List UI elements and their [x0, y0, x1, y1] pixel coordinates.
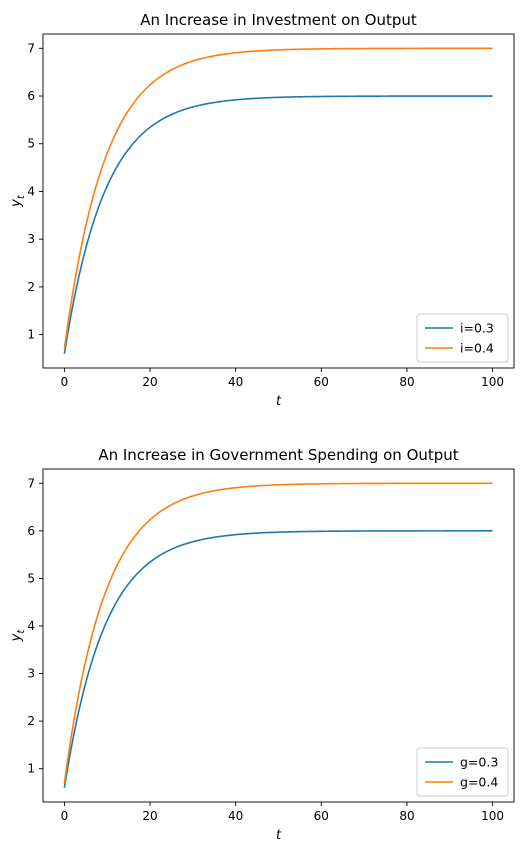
- y-tick-label: 2: [27, 280, 35, 294]
- series-lines: [63, 47, 493, 354]
- x-tick-label: 60: [314, 375, 329, 389]
- x-tick-label: 0: [61, 809, 69, 823]
- y-tick-label: 1: [27, 762, 35, 776]
- legend-entry: i=0.4: [460, 341, 494, 356]
- plot-frame: [42, 33, 515, 369]
- y-axis-label-main: y: [9, 633, 24, 642]
- series-line-1: [63, 95, 493, 354]
- series-line-2: [63, 482, 493, 784]
- series-line-1: [63, 530, 493, 788]
- x-tick-label: 100: [481, 375, 504, 389]
- y-tick-label: 4: [27, 619, 35, 633]
- x-tick-label: 20: [142, 809, 157, 823]
- x-tick-label: 80: [399, 809, 414, 823]
- y-tick-label: 3: [27, 667, 35, 681]
- legend-entry: g=0.3: [460, 755, 498, 770]
- x-axis-label: t: [276, 828, 282, 843]
- legend: g=0.3 g=0.4: [416, 747, 509, 797]
- chart-title: An Increase in Investment on Output: [140, 11, 417, 29]
- x-axis-label: t: [276, 394, 282, 409]
- x-tick-label: 40: [228, 809, 243, 823]
- x-tick-label: 40: [228, 375, 243, 389]
- series-lines: [63, 482, 493, 788]
- y-tick-label: 4: [27, 184, 35, 198]
- y-axis-label-sub: t: [16, 629, 27, 634]
- x-tick-label: 60: [314, 809, 329, 823]
- x-tick-label: 20: [142, 375, 157, 389]
- x-tick-label: 80: [399, 375, 414, 389]
- plot-frame: [42, 468, 515, 803]
- chart-title: An Increase in Government Spending on Ou…: [98, 446, 458, 464]
- series-line-2: [63, 47, 493, 350]
- y-tick-label: 5: [27, 137, 35, 151]
- x-tick-label: 0: [61, 375, 69, 389]
- legend-entry: g=0.4: [460, 775, 498, 790]
- y-tick-label: 7: [27, 41, 35, 55]
- legend-entry: i=0.3: [460, 321, 494, 336]
- y-tick-label: 6: [27, 89, 35, 103]
- y-tick-label: 7: [27, 476, 35, 490]
- y-axis-label: yt: [9, 629, 27, 643]
- y-tick-label: 6: [27, 524, 35, 538]
- y-axis-label: yt: [9, 194, 27, 208]
- y-tick-label: 3: [27, 232, 35, 246]
- chart-panel-2: An Increase in Government Spending on Ou…: [9, 446, 515, 843]
- y-axis-label-main: y: [9, 199, 24, 208]
- y-tick-label: 2: [27, 714, 35, 728]
- legend-box: [416, 313, 509, 363]
- y-tick-label: 5: [27, 571, 35, 585]
- x-tick-label: 100: [481, 809, 504, 823]
- chart-panel-1: An Increase in Investment on Output 0 20 40…: [9, 11, 515, 409]
- y-tick-label: 1: [27, 328, 35, 342]
- legend: i=0.3 i=0.4: [416, 313, 509, 363]
- legend-box: [416, 747, 509, 797]
- y-axis-label-sub: t: [16, 194, 27, 199]
